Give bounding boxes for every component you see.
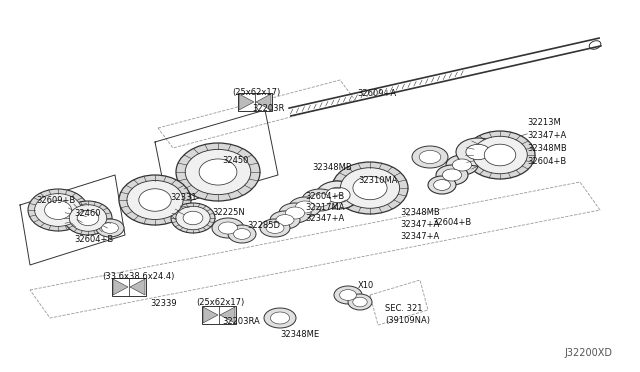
Ellipse shape: [69, 205, 107, 231]
Ellipse shape: [176, 143, 260, 201]
Ellipse shape: [171, 203, 215, 233]
Polygon shape: [203, 307, 218, 323]
Ellipse shape: [289, 197, 321, 217]
Text: 32609+B: 32609+B: [36, 196, 76, 205]
Text: (33.6x38.6x24.4): (33.6x38.6x24.4): [102, 272, 174, 281]
Text: (25x62x17): (25x62x17): [232, 88, 280, 97]
Text: 32203RA: 32203RA: [222, 317, 260, 326]
Text: 32348MB: 32348MB: [400, 208, 440, 217]
Ellipse shape: [412, 146, 448, 168]
Ellipse shape: [119, 175, 191, 225]
Ellipse shape: [270, 211, 300, 229]
Ellipse shape: [428, 176, 456, 194]
Ellipse shape: [276, 215, 294, 225]
Ellipse shape: [64, 201, 112, 235]
Ellipse shape: [419, 150, 441, 164]
Ellipse shape: [452, 159, 472, 171]
Ellipse shape: [484, 144, 516, 166]
Ellipse shape: [279, 203, 311, 223]
Ellipse shape: [176, 206, 210, 230]
Text: 32348MB: 32348MB: [312, 163, 352, 172]
Ellipse shape: [316, 181, 360, 209]
Ellipse shape: [185, 150, 251, 195]
Text: 32310MA: 32310MA: [358, 176, 397, 185]
Ellipse shape: [102, 222, 118, 233]
Ellipse shape: [77, 210, 99, 226]
Ellipse shape: [96, 219, 124, 237]
Ellipse shape: [45, 201, 72, 219]
Ellipse shape: [446, 155, 478, 175]
Text: X10: X10: [358, 281, 374, 290]
Ellipse shape: [466, 144, 490, 160]
Text: 32604+B: 32604+B: [432, 218, 471, 227]
Ellipse shape: [434, 180, 451, 190]
Ellipse shape: [260, 219, 290, 237]
Text: 32604+B: 32604+B: [305, 192, 344, 201]
Ellipse shape: [436, 165, 468, 185]
Ellipse shape: [270, 312, 290, 324]
Text: 32347+A: 32347+A: [400, 220, 439, 229]
Ellipse shape: [473, 136, 527, 174]
Text: 32450: 32450: [222, 156, 248, 165]
Ellipse shape: [353, 297, 367, 307]
Ellipse shape: [139, 189, 172, 211]
Ellipse shape: [302, 189, 338, 211]
Bar: [112, 278, 146, 296]
Bar: [202, 306, 236, 324]
Ellipse shape: [340, 168, 399, 208]
Ellipse shape: [348, 294, 372, 310]
Ellipse shape: [285, 207, 305, 219]
Text: 32604+B: 32604+B: [74, 235, 113, 244]
Ellipse shape: [442, 169, 461, 181]
Text: 32348ME: 32348ME: [280, 330, 319, 339]
Ellipse shape: [353, 176, 387, 200]
Ellipse shape: [183, 211, 203, 225]
Text: 32348MB: 32348MB: [527, 144, 567, 153]
Text: 32460: 32460: [74, 209, 100, 218]
Text: 32609+A: 32609+A: [357, 89, 396, 98]
Text: 32217MA: 32217MA: [305, 203, 344, 212]
Text: (25x62x17): (25x62x17): [196, 298, 244, 307]
Text: 32339: 32339: [150, 299, 177, 308]
Ellipse shape: [465, 131, 535, 179]
Text: 32347+A: 32347+A: [527, 131, 566, 140]
Ellipse shape: [199, 159, 237, 185]
Text: 32347+A: 32347+A: [305, 214, 344, 223]
Text: 32203R: 32203R: [252, 104, 284, 113]
Ellipse shape: [35, 193, 81, 227]
Text: 32347+A: 32347+A: [400, 232, 439, 241]
Ellipse shape: [456, 138, 500, 166]
Ellipse shape: [326, 187, 350, 203]
Ellipse shape: [309, 193, 331, 206]
Text: 32331: 32331: [170, 193, 196, 202]
Text: J32200XD: J32200XD: [564, 348, 612, 358]
Ellipse shape: [340, 289, 356, 301]
Text: 32604+B: 32604+B: [527, 157, 566, 166]
Ellipse shape: [218, 222, 237, 234]
Ellipse shape: [266, 222, 284, 233]
Text: SEC. 321: SEC. 321: [385, 304, 422, 313]
Ellipse shape: [234, 229, 250, 240]
Ellipse shape: [28, 189, 88, 231]
Polygon shape: [220, 307, 235, 323]
Ellipse shape: [212, 218, 244, 238]
Ellipse shape: [296, 201, 315, 213]
Text: 32213M: 32213M: [527, 118, 561, 127]
Polygon shape: [113, 279, 128, 295]
Polygon shape: [239, 94, 254, 110]
Ellipse shape: [228, 225, 256, 243]
Ellipse shape: [127, 180, 183, 219]
Polygon shape: [256, 94, 271, 110]
Text: (39109NA): (39109NA): [385, 316, 430, 325]
Bar: [238, 93, 272, 111]
Text: 32225N: 32225N: [212, 208, 244, 217]
Text: 32285D: 32285D: [247, 221, 280, 230]
Ellipse shape: [332, 162, 408, 214]
Polygon shape: [130, 279, 145, 295]
Ellipse shape: [264, 308, 296, 328]
Ellipse shape: [334, 286, 362, 304]
